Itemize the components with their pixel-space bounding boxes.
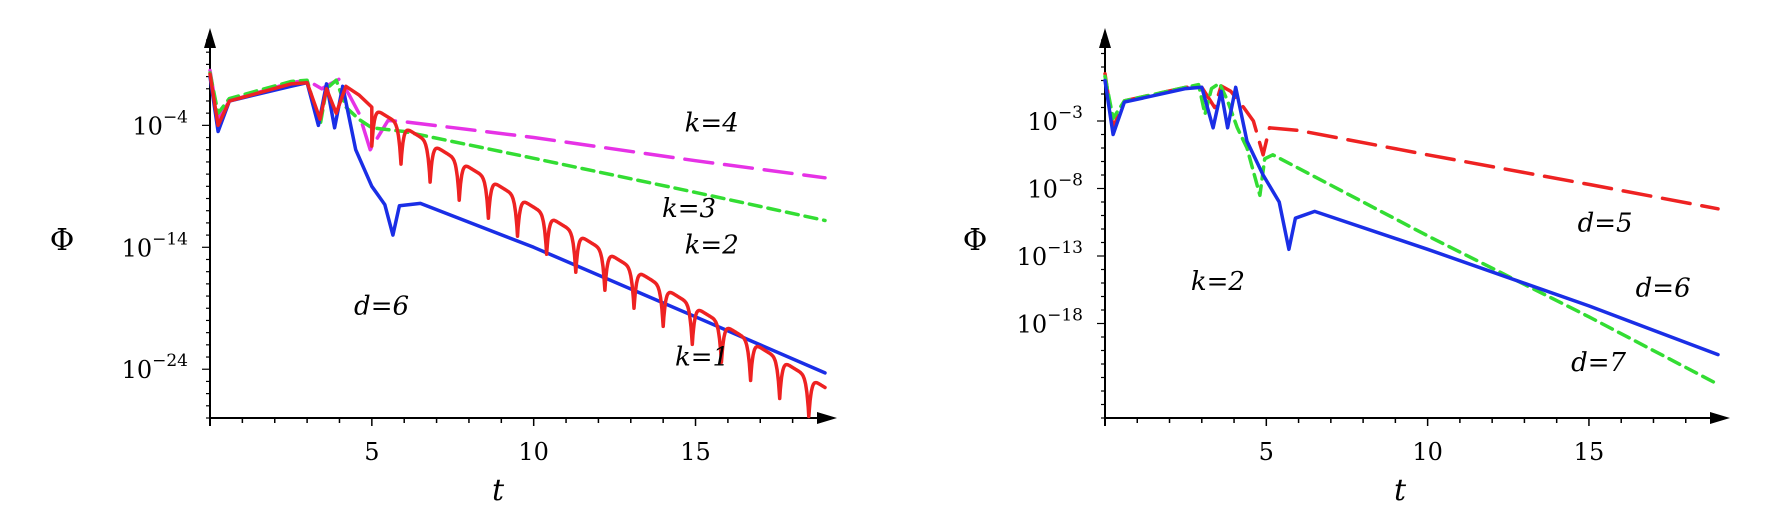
y-axis-arrow	[204, 28, 216, 48]
series-line-k-1	[208, 72, 827, 419]
x-tick-label: 10	[1412, 438, 1443, 466]
chart-panel-1: 5 10 15 10−4 10−14 10−24 Φt k=4 k=3 k=2 d=6 k=1	[50, 28, 837, 508]
y-tick-label: 10−8	[1027, 171, 1083, 204]
y-tick-label: 10−3	[1027, 103, 1083, 136]
y-axis-arrow	[1099, 28, 1111, 48]
x-axis-title: t	[1394, 473, 1407, 508]
annotation-label: d=6	[1636, 274, 1691, 304]
series-line-d-5	[1103, 72, 1720, 211]
annotation-label: d=7	[1571, 348, 1626, 378]
annotation-label: k=1	[675, 343, 729, 373]
y-axis-title: Φ	[50, 223, 75, 258]
annotation-label: d=5	[1578, 209, 1633, 239]
y-tick-label: 10−24	[122, 351, 188, 384]
x-tick-label: 15	[1574, 438, 1605, 466]
y-tick-label: 10−14	[122, 229, 188, 262]
x-axis-title: t	[492, 473, 505, 508]
annotation-label: k=3	[662, 194, 716, 224]
x-tick-label: 15	[680, 438, 711, 466]
series-line-k-3	[208, 71, 827, 223]
x-tick-label: 10	[518, 438, 549, 466]
series-line-k-2	[208, 74, 827, 375]
y-tick-label: 10−13	[1017, 238, 1083, 271]
annotation-label: k=4	[685, 108, 739, 138]
annotation-label: d=6	[354, 291, 409, 321]
y-axis-title: Φ	[963, 223, 988, 258]
y-tick-label: 10−18	[1017, 306, 1083, 339]
series-line-d-6	[1103, 78, 1720, 357]
x-tick-label: 5	[1259, 438, 1274, 466]
y-tick-label: 10−4	[132, 107, 188, 140]
annotation-label: k=2	[685, 230, 739, 260]
x-axis-arrow	[817, 412, 837, 424]
x-tick-label: 5	[364, 438, 379, 466]
x-axis-arrow	[1710, 412, 1730, 424]
annotation-label: k=2	[1191, 267, 1245, 297]
chart-panel-2: 5 10 15 10−3 10−8 10−13 10−18 Φt d=5 k=2 d=6 d=7	[963, 28, 1730, 508]
